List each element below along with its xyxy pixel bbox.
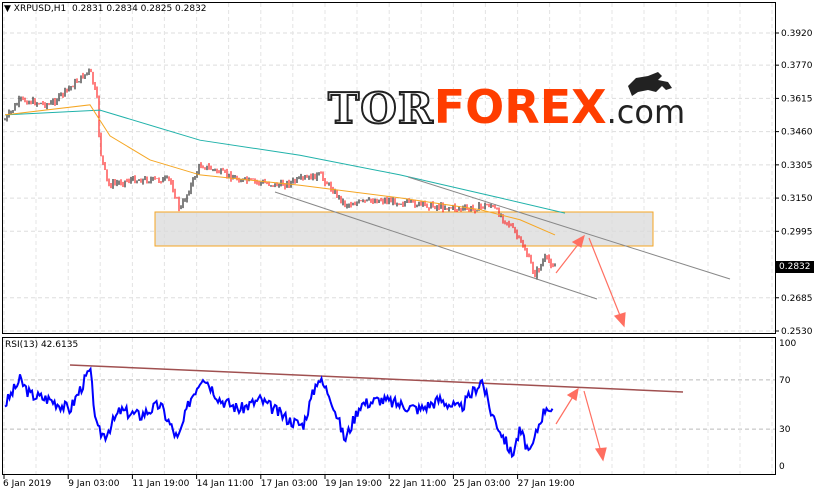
time-tick-label: 6 Jan 2019 xyxy=(3,479,51,489)
price-tick-label: 0.3150 xyxy=(781,194,813,204)
bull-icon xyxy=(628,72,672,96)
logo-com: .com xyxy=(606,93,686,131)
rsi-tick-label: 30 xyxy=(779,425,791,435)
dropdown-triangle-icon[interactable]: ▼ xyxy=(4,4,11,14)
current-price-tag: 0.2832 xyxy=(776,261,814,273)
time-tick-label: 19 Jan 19:00 xyxy=(325,479,382,489)
price-tick-label: 0.3305 xyxy=(781,161,813,171)
rsi-forecast-arrows xyxy=(555,387,607,462)
rsi-tick-label: 100 xyxy=(779,339,796,349)
arrow-up xyxy=(555,241,581,274)
rsi-arrow-up xyxy=(555,394,575,425)
time-tick-label: 25 Jan 03:00 xyxy=(453,479,510,489)
time-tick-label: 9 Jan 03:00 xyxy=(68,479,120,489)
time-axis: 6 Jan 2019 9 Jan 03:00 11 Jan 19:00 14 Jan … xyxy=(3,475,575,489)
rsi-tick-label: 0 xyxy=(779,462,785,472)
arrow-up-head xyxy=(571,234,585,248)
logo-forex: FOREX xyxy=(433,80,607,134)
grid xyxy=(3,3,775,474)
rsi-arrow-up-head xyxy=(566,387,579,401)
logo-tor: TOR xyxy=(327,83,434,134)
time-tick-label: 27 Jan 19:00 xyxy=(518,479,575,489)
forecast-arrows xyxy=(555,234,626,328)
ohlc-values: 0.2831 0.2834 0.2825 0.2832 xyxy=(71,4,207,14)
rsi-header: RSI(13) 42.6135 xyxy=(5,340,79,350)
price-tick-label: 0.3920 xyxy=(781,29,813,39)
price-axis: 0.3920 0.3770 0.3615 0.3460 0.3305 0.3150 0.29… xyxy=(775,29,813,337)
ma-fast-line xyxy=(4,104,556,236)
price-tick-label: 0.3615 xyxy=(781,94,813,104)
arrow-down-head xyxy=(613,312,626,328)
rsi-tick-label: 70 xyxy=(779,376,791,386)
price-pane-frame xyxy=(2,2,776,334)
time-tick-label: 22 Jan 11:00 xyxy=(389,479,446,489)
ma-slow-line xyxy=(4,109,566,214)
rsi-axis: 100 70 30 0 xyxy=(779,339,796,472)
price-tick-label: 0.3460 xyxy=(781,128,813,138)
channel-lower-trendline[interactable] xyxy=(274,191,598,300)
price-tick-label: 0.2530 xyxy=(781,327,813,337)
rsi-pane-frame xyxy=(2,337,776,475)
rsi-arrow-down xyxy=(583,390,602,453)
symbol-header: ▼ XRPUSD,H1 0.2831 0.2834 0.2825 0.2832 xyxy=(4,4,207,14)
channel-upper-trendline[interactable] xyxy=(407,176,731,280)
price-tick-label: 0.2995 xyxy=(781,227,813,237)
time-tick-label: 17 Jan 03:00 xyxy=(261,479,318,489)
price-tick-label: 0.2685 xyxy=(781,294,813,304)
arrow-down xyxy=(588,237,622,319)
price-tick-label: 0.3770 xyxy=(781,61,813,71)
rsi-line xyxy=(4,366,554,459)
torforex-logo: TORFOREX.com xyxy=(327,80,686,134)
rsi-arrow-down-head xyxy=(594,447,607,462)
rsi-trendline[interactable] xyxy=(69,364,684,393)
time-tick-label: 14 Jan 11:00 xyxy=(197,479,254,489)
symbol-timeframe: XRPUSD,H1 xyxy=(13,4,67,14)
time-tick-label: 11 Jan 19:00 xyxy=(132,479,189,489)
resistance-zone[interactable] xyxy=(154,211,654,247)
